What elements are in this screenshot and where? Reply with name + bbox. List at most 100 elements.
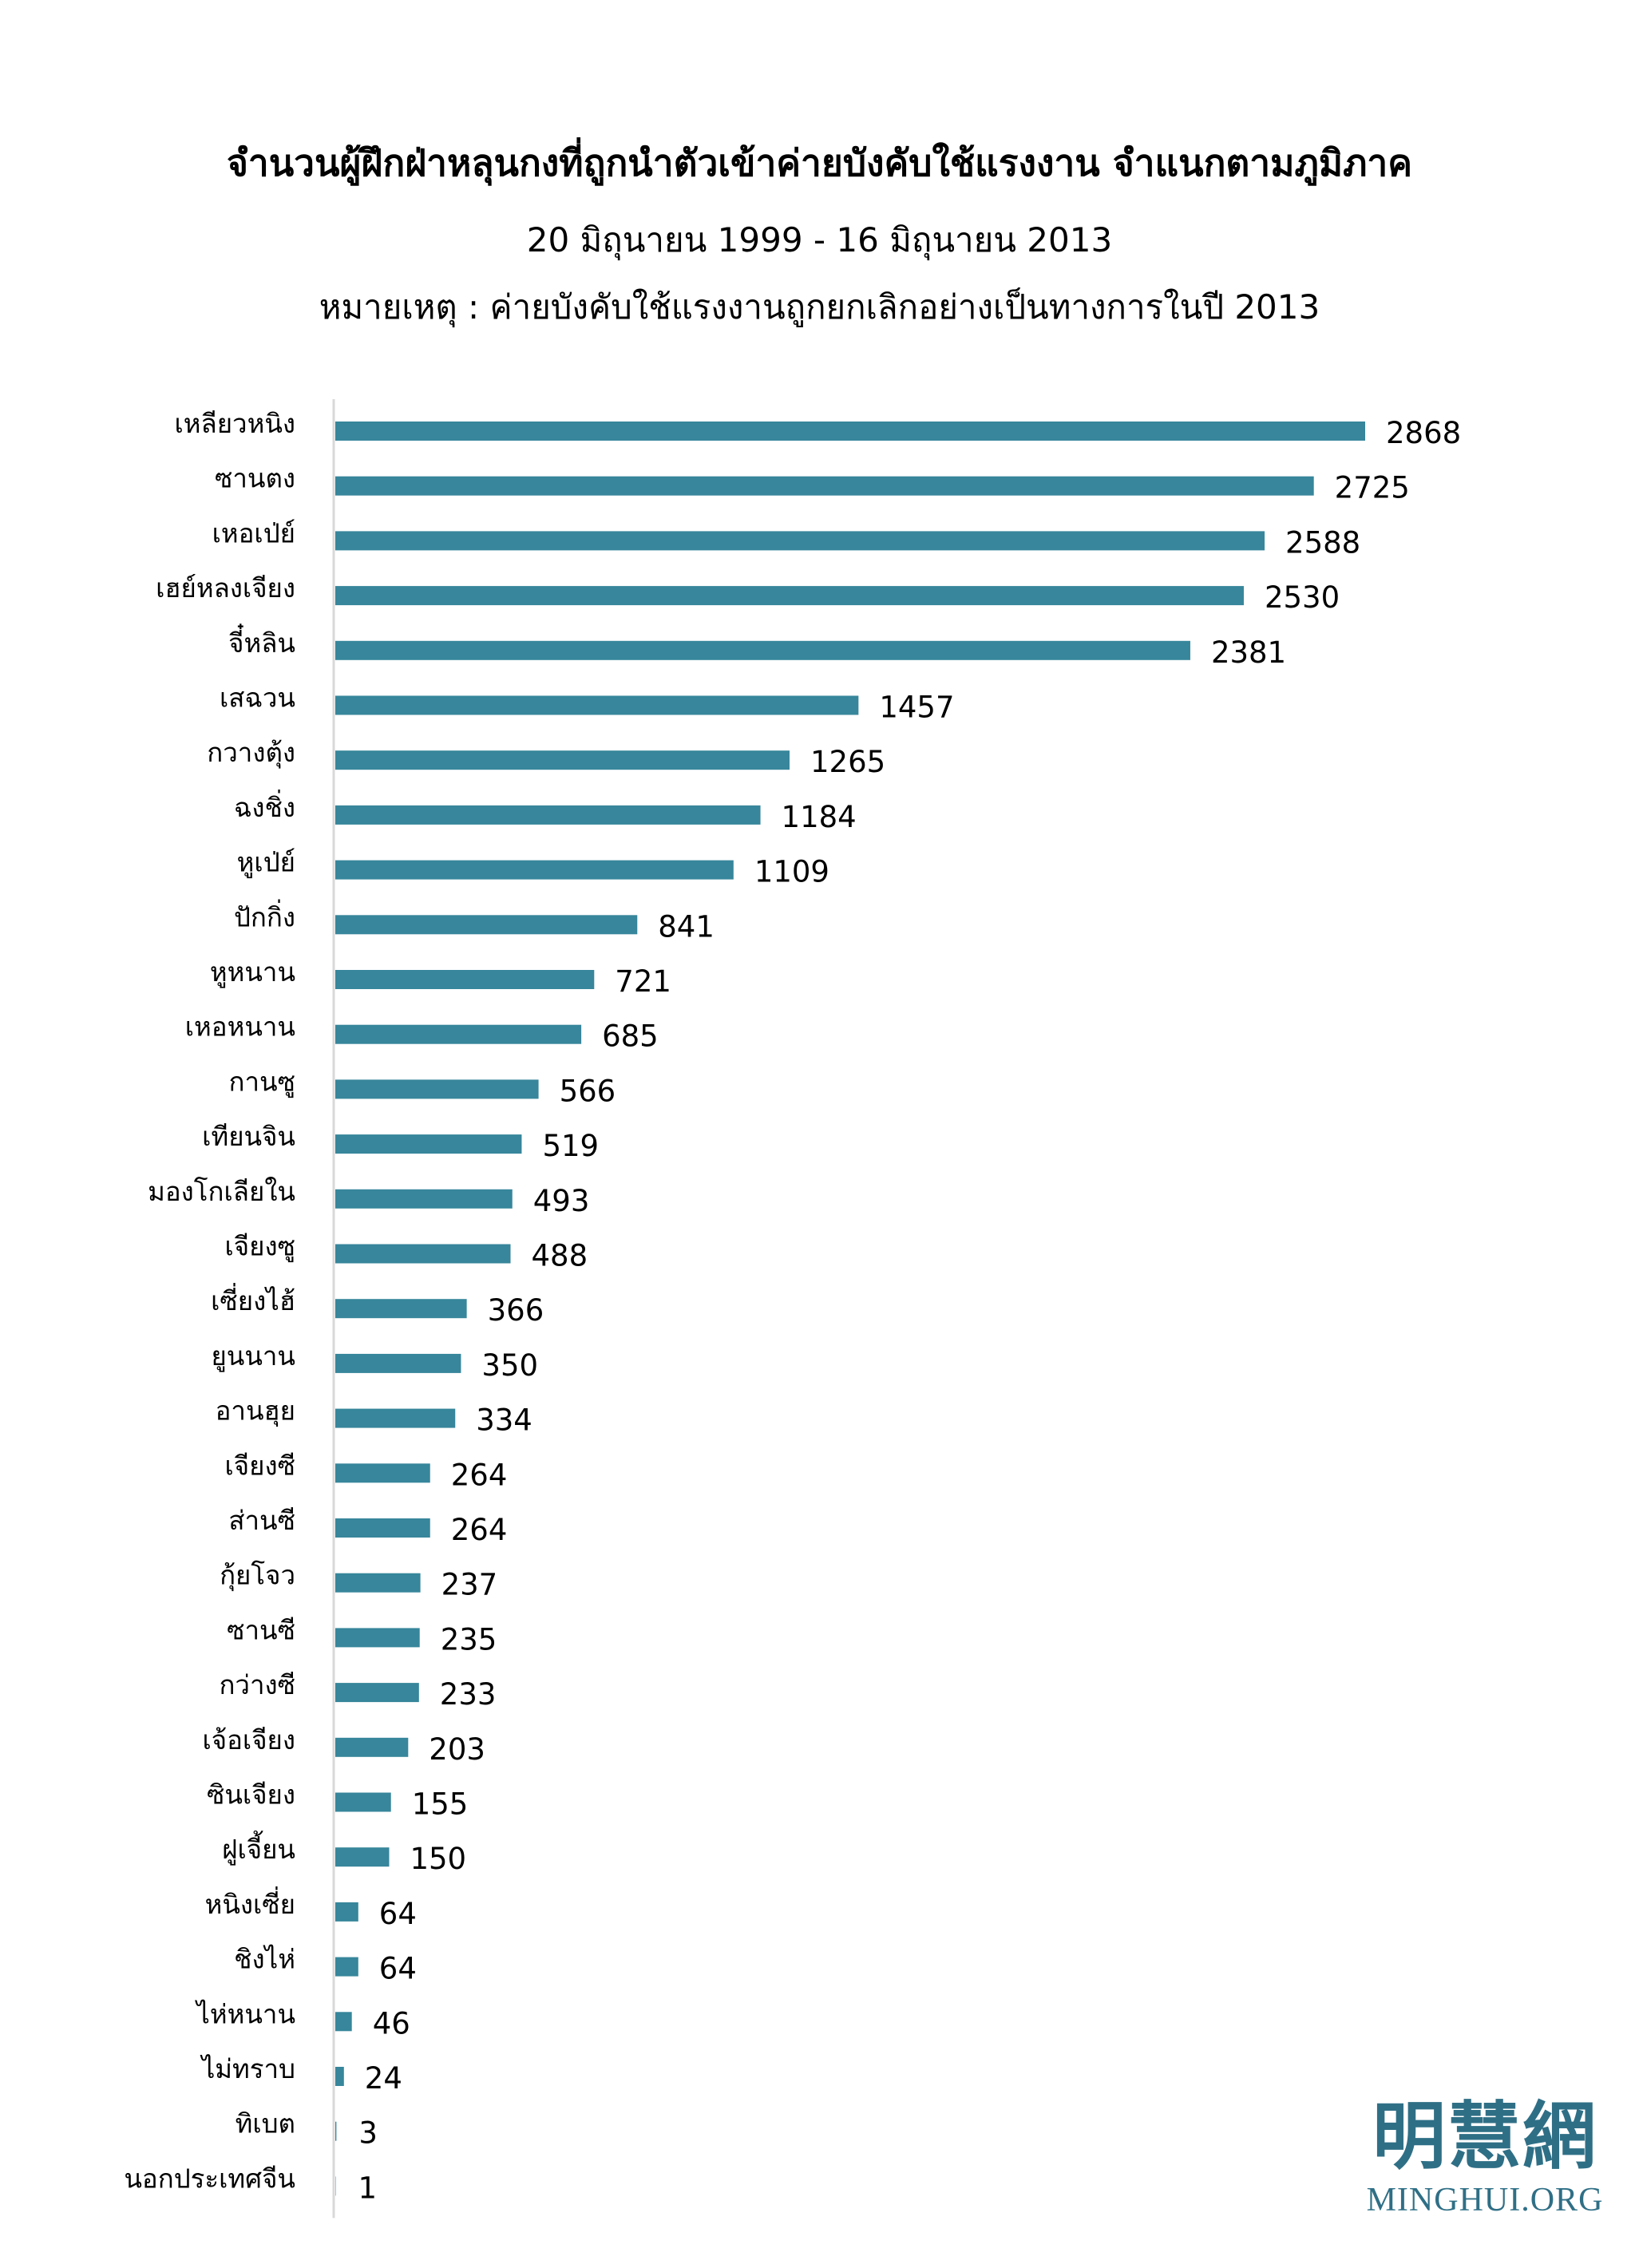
bar [335, 1134, 522, 1154]
data-label: 264 [451, 1513, 508, 1547]
bar [335, 970, 595, 989]
category-label: หนิงเซี่ย [205, 1886, 295, 1920]
chart-subtitle: 20 มิถุนายน 1999 - 16 มิถุนายน 2013 [526, 220, 1113, 259]
bar [335, 2067, 344, 2086]
data-label: 155 [412, 1787, 469, 1822]
data-label: 566 [560, 1074, 616, 1108]
bar [335, 1737, 409, 1757]
category-label: กุ้ยโจว [220, 1560, 295, 1592]
bar [335, 1792, 391, 1812]
category-label: เหลียวหนิง [174, 408, 295, 439]
category-label: เหอหนาน [185, 1011, 295, 1043]
category-label: กานซู [229, 1066, 295, 1098]
bar [335, 1628, 420, 1648]
data-label: 334 [476, 1403, 532, 1438]
data-label: 1 [358, 2171, 377, 2205]
data-label: 2530 [1265, 580, 1340, 615]
data-label: 366 [488, 1293, 544, 1328]
data-label: 350 [481, 1348, 538, 1383]
bar [335, 1847, 390, 1867]
data-label: 1265 [810, 745, 885, 779]
bar [335, 1024, 582, 1044]
category-label: กวางตุ้ง [207, 737, 295, 769]
category-label: ทิเบต [236, 2108, 295, 2139]
category-label: ส่านซี [228, 1505, 295, 1536]
data-label: 264 [451, 1458, 508, 1492]
bar [335, 1902, 358, 1922]
category-label: นอกประเทศจีน [124, 2163, 295, 2194]
data-label: 2725 [1335, 471, 1410, 505]
bar [335, 1683, 419, 1703]
minghui-logo: 明慧網 MINGHUI.ORG [1357, 2100, 1613, 2219]
category-label: ซานตง [215, 463, 295, 494]
category-label: จี๋หลิน [228, 623, 295, 659]
category-label: มองโกเลียใน [148, 1176, 295, 1207]
bar [335, 805, 761, 825]
category-label: เฮย์หลงเจียง [156, 572, 295, 604]
data-label: 233 [440, 1677, 497, 1712]
category-label: ซานซี [227, 1614, 295, 1645]
category-label: ฉงชิ่ง [234, 790, 295, 823]
chart-title: จำนวนผู้ฝึกฝ่าหลุนกงที่ถูกนำตัวเข้าค่ายบ… [226, 141, 1413, 184]
bar [335, 860, 734, 880]
category-label: เทียนจิน [202, 1121, 295, 1152]
data-label: 488 [531, 1239, 588, 1273]
chart-note: หมายเหตุ : ค่ายบังคับใช้แรงงานถูกยกเลิกอ… [319, 287, 1320, 327]
category-label: หูเป่ย์ [237, 847, 295, 879]
bar [335, 1573, 421, 1593]
logo-chinese-text: 明慧網 [1372, 2093, 1597, 2179]
data-label: 24 [365, 2061, 402, 2096]
bar [335, 2121, 337, 2141]
data-label: 46 [373, 2006, 410, 2040]
category-label: เจียงซู [225, 1231, 295, 1263]
category-label: หูหนาน [210, 956, 295, 988]
category-label: เจ้อเจียง [203, 1724, 296, 1755]
data-label: 2381 [1211, 635, 1286, 670]
bar [335, 531, 1265, 551]
bar [335, 1957, 358, 1977]
data-label: 2588 [1285, 525, 1360, 560]
data-label: 150 [410, 1842, 466, 1876]
category-label: ไห่หนาน [194, 1998, 295, 2029]
category-label: ยูนนาน [211, 1340, 295, 1372]
data-label: 235 [441, 1622, 497, 1656]
data-label: 203 [429, 1732, 485, 1767]
category-label: เหอเป่ย์ [212, 517, 295, 548]
bar [335, 1079, 539, 1099]
category-label: เสฉวน [220, 683, 295, 714]
bar [335, 750, 790, 770]
data-label: 685 [602, 1019, 659, 1054]
data-label: 64 [379, 1897, 417, 1931]
logo-english-text: MINGHUI.ORG [1366, 2182, 1604, 2219]
bar [335, 1299, 467, 1319]
bar [335, 2012, 352, 2032]
category-label: กว่างซี [219, 1669, 295, 1700]
bar [335, 1353, 461, 1373]
category-label: ไม่ทราบ [200, 2053, 295, 2084]
category-label: ปักกิ่ง [234, 899, 295, 932]
data-label: 237 [441, 1568, 498, 1602]
category-label: ชิงไห่ [234, 1944, 295, 1975]
bar [335, 1408, 456, 1428]
data-label: 519 [542, 1129, 599, 1163]
bar [335, 1244, 511, 1264]
bar [335, 1189, 513, 1209]
data-label: 493 [533, 1184, 590, 1218]
bar [335, 586, 1244, 606]
data-label: 3 [358, 2116, 378, 2151]
data-label: 721 [615, 964, 671, 999]
bar [335, 640, 1190, 660]
data-label: 1109 [754, 855, 829, 889]
data-label: 841 [658, 909, 715, 944]
data-label: 2868 [1386, 416, 1461, 450]
bar [335, 476, 1314, 496]
category-label: อานฮุย [216, 1395, 295, 1427]
data-label: 1457 [879, 691, 954, 725]
data-label: 1184 [782, 800, 857, 834]
category-label: เซี่ยงไฮ้ [211, 1283, 295, 1316]
data-label: 64 [379, 1952, 417, 1986]
category-label: ซินเจียง [207, 1779, 295, 1811]
bar [335, 915, 638, 935]
bar [335, 1518, 430, 1538]
